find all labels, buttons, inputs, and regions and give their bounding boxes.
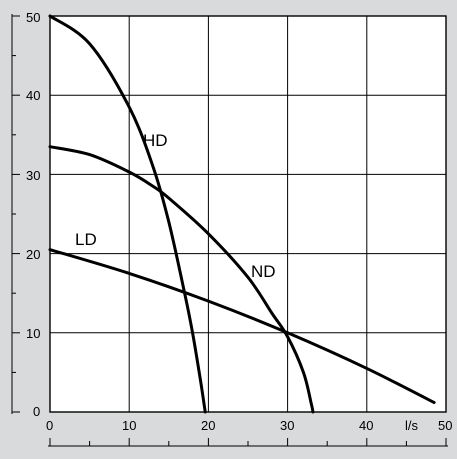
x-tick-label-0: 0	[46, 418, 53, 433]
curve-hd	[48, 14, 207, 414]
curve-ld	[48, 248, 436, 404]
y-axis	[11, 14, 20, 414]
x-tick-label-10: 10	[122, 418, 136, 433]
y-tick-label-50: 50	[26, 10, 40, 25]
curve-label-nd: ND	[251, 262, 276, 281]
x-unit-label: l/s	[405, 418, 419, 433]
grid-lines	[50, 16, 446, 412]
curves	[48, 14, 436, 414]
x-axis	[48, 438, 448, 447]
x-tick-label-40: 40	[359, 418, 373, 433]
y-tick-label-10: 10	[26, 326, 40, 341]
y-tick-label-0: 0	[33, 404, 40, 419]
curve-nd	[48, 145, 315, 414]
y-tick-label-20: 20	[26, 247, 40, 262]
x-tick-label-50: 50	[438, 418, 452, 433]
curve-label-hd: HD	[143, 131, 168, 150]
plot-area	[50, 16, 446, 412]
x-tick-label-20: 20	[201, 418, 215, 433]
x-tick-label-30: 30	[280, 418, 294, 433]
y-tick-label-30: 30	[26, 168, 40, 183]
curve-label-ld: LD	[75, 230, 97, 249]
y-tick-label-40: 40	[26, 88, 40, 103]
plot-border	[49, 15, 447, 413]
tick-labels: 0 10 20 30 40 50 0 10 20 30 40 l/s 50	[26, 10, 452, 433]
